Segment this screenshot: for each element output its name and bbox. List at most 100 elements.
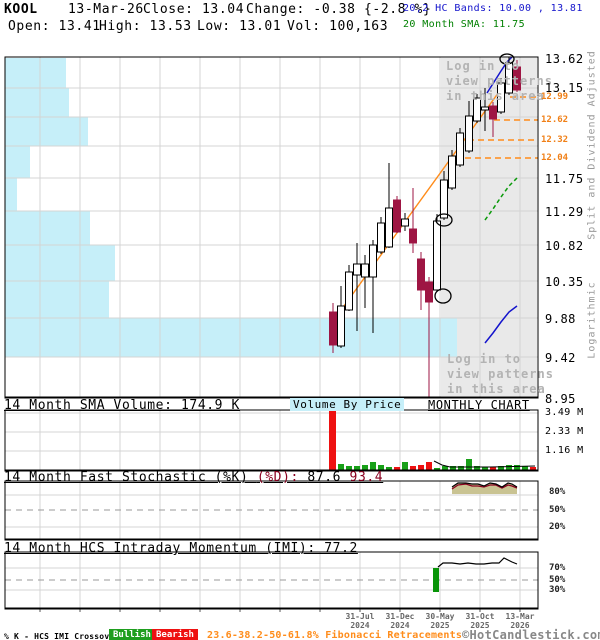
volume-by-price-band bbox=[5, 88, 69, 117]
bearish-candle bbox=[393, 199, 401, 233]
volume-bar bbox=[434, 468, 440, 470]
imi-line bbox=[437, 557, 518, 568]
volume-axis-label: 3.49 M bbox=[545, 407, 584, 418]
hc-lower-band-line bbox=[484, 305, 518, 344]
low-value: Low: 13.01 bbox=[197, 19, 282, 34]
price-axis-label: 8.95 bbox=[545, 392, 576, 406]
volume-bar bbox=[402, 462, 408, 470]
bearish-candle bbox=[409, 228, 417, 244]
volume-bar bbox=[394, 467, 400, 470]
volume-by-price-band bbox=[5, 58, 66, 88]
volume-bar bbox=[354, 466, 360, 470]
fibonacci-level-label: 12.62 bbox=[541, 115, 569, 125]
date-label-year: 2024 bbox=[350, 621, 370, 630]
login-overlay-line: in this area bbox=[446, 89, 545, 103]
sma-legend: 20 Month SMA: 11.75 bbox=[403, 19, 525, 30]
volume-bar bbox=[498, 466, 504, 470]
stochastic-axis-label: 20% bbox=[549, 522, 566, 532]
bullish-candle bbox=[385, 207, 393, 248]
bullish-candle bbox=[337, 305, 345, 347]
volume-by-price-band bbox=[5, 146, 30, 178]
imi-signal-bar bbox=[433, 568, 439, 592]
stochastic-header-d: (%D): bbox=[256, 470, 308, 485]
bullish-candle bbox=[353, 263, 361, 276]
bearish-candle bbox=[417, 258, 425, 291]
volume-bar bbox=[426, 462, 432, 470]
date-label-year: 2024 bbox=[390, 621, 410, 630]
stochastic-d-value: 93.4 bbox=[349, 470, 384, 485]
bullish-candle bbox=[440, 179, 448, 219]
stochastic-panel-header: 14 Month Fast Stochastic (%K) (%D): 87.6… bbox=[4, 470, 383, 485]
login-overlay-line: Log in to bbox=[447, 352, 522, 366]
bullish-candle bbox=[401, 218, 409, 227]
bullish-badge: Bullish bbox=[109, 629, 155, 640]
volume-bar bbox=[362, 465, 368, 470]
imi-axis-label: 50% bbox=[549, 575, 566, 585]
date-axis-label: 31-Dec 2024 bbox=[378, 612, 422, 630]
volume-bar bbox=[386, 467, 392, 470]
volume-bar bbox=[474, 466, 480, 470]
stochastic-header-main: 14 Month Fast Stochastic (%K) bbox=[4, 470, 257, 485]
date-label-day: 30-May bbox=[425, 612, 455, 621]
pattern-circle-annotation bbox=[435, 213, 453, 227]
price-axis-label: 9.42 bbox=[545, 351, 576, 365]
price-axis-label: 13.62 bbox=[545, 52, 584, 66]
bullish-candle bbox=[433, 220, 441, 291]
volume-by-price-band bbox=[5, 245, 115, 281]
login-overlay-bottom: Log in to view patterns in this area bbox=[447, 352, 554, 397]
quote-date: 13-Mar-26 bbox=[68, 2, 144, 17]
volume-bar bbox=[490, 467, 496, 470]
panel-border bbox=[4, 409, 539, 471]
volume-sma-line bbox=[433, 460, 536, 468]
volume-bar bbox=[458, 466, 464, 470]
copyright-label[interactable]: ©HotCandlestick.com bbox=[462, 628, 600, 640]
high-value: High: 13.53 bbox=[99, 19, 192, 34]
volume-value: Vol: 100,163 bbox=[287, 19, 389, 34]
volume-axis-label: 2.33 M bbox=[545, 426, 584, 437]
login-overlay-line: in this area bbox=[447, 382, 546, 396]
volume-spike-bar bbox=[329, 411, 336, 470]
volume-by-price-band bbox=[5, 178, 17, 211]
volume-bar bbox=[514, 465, 520, 470]
login-overlay-line: view patterns bbox=[446, 74, 553, 88]
fibonacci-level-label: 12.32 bbox=[541, 135, 569, 145]
date-axis-label: 31-Oct 2025 bbox=[458, 612, 502, 630]
volume-panel-header: 14 Month SMA Volume: 174.9 K bbox=[4, 398, 240, 413]
date-label-year: 2026 bbox=[510, 621, 530, 630]
volume-bar bbox=[442, 466, 448, 470]
stochastic-k-value: 87.6 bbox=[307, 470, 350, 485]
close-value: Close: 13.04 bbox=[143, 2, 245, 17]
date-label-day: 31-Jul bbox=[345, 612, 375, 621]
volume-axis-label: 1.16 M bbox=[545, 445, 584, 456]
stochastic-fill-area bbox=[452, 483, 517, 494]
price-axis-label: 13.15 bbox=[545, 81, 584, 95]
price-axis-label: 11.75 bbox=[545, 172, 584, 186]
volume-bar bbox=[370, 462, 376, 470]
bearish-candle bbox=[329, 311, 337, 346]
stochastic-axis-label: 80% bbox=[549, 487, 566, 497]
bullish-candle bbox=[456, 132, 464, 166]
stochastic-axis-label: 50% bbox=[549, 505, 566, 515]
volume-bar bbox=[410, 466, 416, 470]
volume-bar bbox=[522, 466, 528, 470]
date-axis-label: 30-May 2025 bbox=[418, 612, 462, 630]
bearish-candle bbox=[425, 281, 433, 303]
ticker-symbol: KOOL bbox=[4, 2, 38, 17]
sma-20-line bbox=[484, 177, 518, 221]
imi-panel-header: 14 Month HCS Intraday Momentum (IMI): 77… bbox=[4, 541, 358, 556]
bearish-candle bbox=[513, 66, 521, 91]
login-overlay-top: Log in to view patterns in this area bbox=[446, 59, 553, 104]
volume-bar bbox=[346, 466, 352, 470]
volume-bar bbox=[418, 465, 424, 470]
date-label-year: 2025 bbox=[470, 621, 490, 630]
bullish-candle bbox=[369, 244, 377, 278]
change-value: Change: -0.38 {-2.8 %} bbox=[246, 2, 432, 17]
stochastic-k-line bbox=[451, 482, 518, 488]
volume-bar bbox=[506, 465, 512, 470]
volume-bar bbox=[530, 467, 536, 470]
imi-axis-label: 70% bbox=[549, 563, 566, 573]
bullish-candle bbox=[497, 82, 505, 113]
hc-bands-legend: 20,2 HC Bands: 10.00 , 13.81 bbox=[403, 3, 583, 14]
